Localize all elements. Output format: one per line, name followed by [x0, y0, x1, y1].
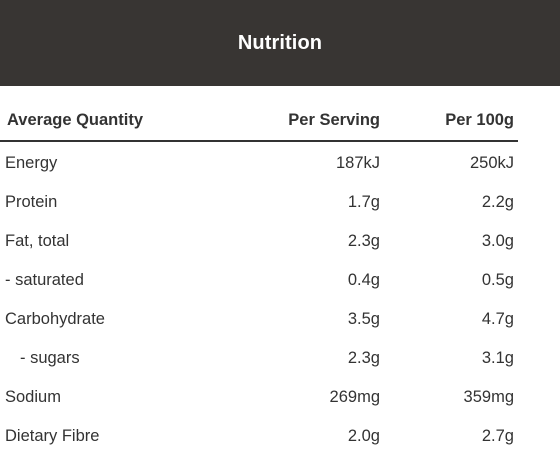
nutrient-name: Energy — [5, 154, 58, 172]
per-serving-value: 3.5g — [347, 310, 380, 328]
table-row: Fat, total 2.3g 3.0g — [0, 222, 518, 261]
table-row: Energy 187kJ 250kJ — [0, 144, 518, 183]
column-header-per-100g: Per 100g — [445, 110, 514, 129]
nutrient-name: Carbohydrate — [5, 310, 105, 328]
table-row: - saturated 0.4g 0.5g — [0, 261, 518, 300]
per-serving-value: 2.0g — [347, 427, 380, 445]
nutrition-table: Average Quantity Per Serving Per 100g En… — [0, 100, 518, 456]
per-100g-value: 3.1g — [481, 349, 514, 367]
per-100g-value: 359mg — [463, 388, 514, 406]
page-title: Nutrition — [237, 31, 323, 54]
nutrient-name: Protein — [5, 193, 58, 211]
per-100g-value: 2.2g — [481, 193, 514, 211]
per-100g-value: 4.7g — [481, 310, 514, 328]
nutrient-name: - saturated — [5, 271, 84, 289]
per-serving-value: 2.3g — [347, 232, 380, 250]
table-row: Dietary Fibre 2.0g 2.7g — [0, 417, 518, 456]
nutrient-name: Fat, total — [5, 232, 70, 250]
per-serving-value: 0.4g — [347, 271, 380, 289]
column-header-average-quantity: Average Quantity — [7, 110, 144, 129]
per-serving-value: 2.3g — [347, 349, 380, 367]
table-row: Sodium 269mg 359mg — [0, 378, 518, 417]
per-serving-value: 269mg — [329, 388, 380, 406]
column-header-per-serving: Per Serving — [288, 110, 380, 129]
per-serving-value: 1.7g — [347, 193, 380, 211]
per-100g-value: 250kJ — [469, 154, 514, 172]
nutrient-name: Dietary Fibre — [5, 427, 100, 445]
per-100g-value: 0.5g — [481, 271, 514, 289]
table-row: Protein 1.7g 2.2g — [0, 183, 518, 222]
per-serving-value: 187kJ — [335, 154, 380, 172]
nutrition-header: Nutrition — [0, 0, 560, 86]
table-row: - sugars 2.3g 3.1g — [0, 339, 518, 378]
table-row: Carbohydrate 3.5g 4.7g — [0, 300, 518, 339]
table-header-row: Average Quantity Per Serving Per 100g — [0, 100, 518, 142]
per-100g-value: 3.0g — [481, 232, 514, 250]
per-100g-value: 2.7g — [481, 427, 514, 445]
nutrient-name: Sodium — [5, 388, 61, 406]
nutrient-name: - sugars — [20, 349, 80, 367]
